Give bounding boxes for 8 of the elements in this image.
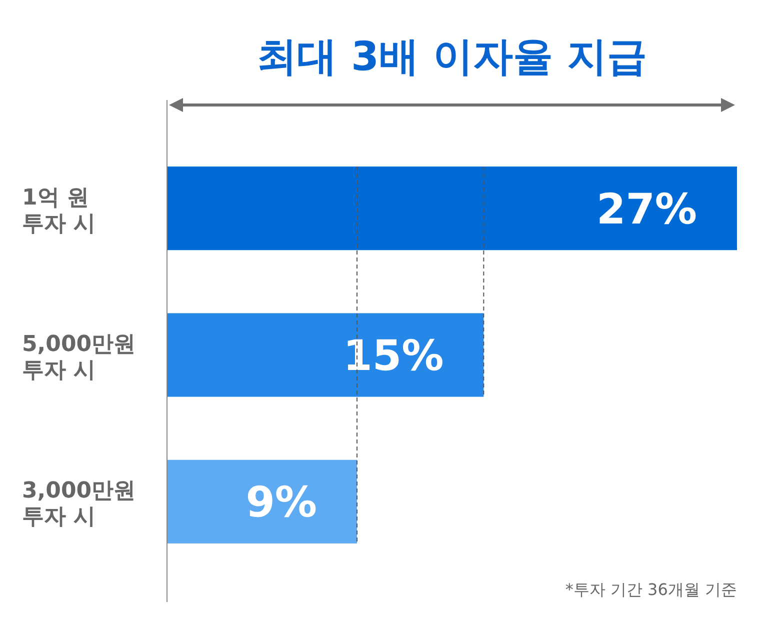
chart-title: 최대 3배 이자율 지급 xyxy=(257,34,647,80)
data-label: 9% xyxy=(246,478,317,527)
y-tick-label: 3,000만원 투자 시 xyxy=(22,478,136,530)
y-tick-label: 5,000만원 투자 시 xyxy=(22,332,136,383)
data-label: 15% xyxy=(343,331,444,380)
text: *투자 기간 36개월 기준 xyxy=(565,580,737,599)
data-label: 27% xyxy=(596,184,697,234)
y-tick-label: 1억 원 투자 시 xyxy=(22,185,96,236)
